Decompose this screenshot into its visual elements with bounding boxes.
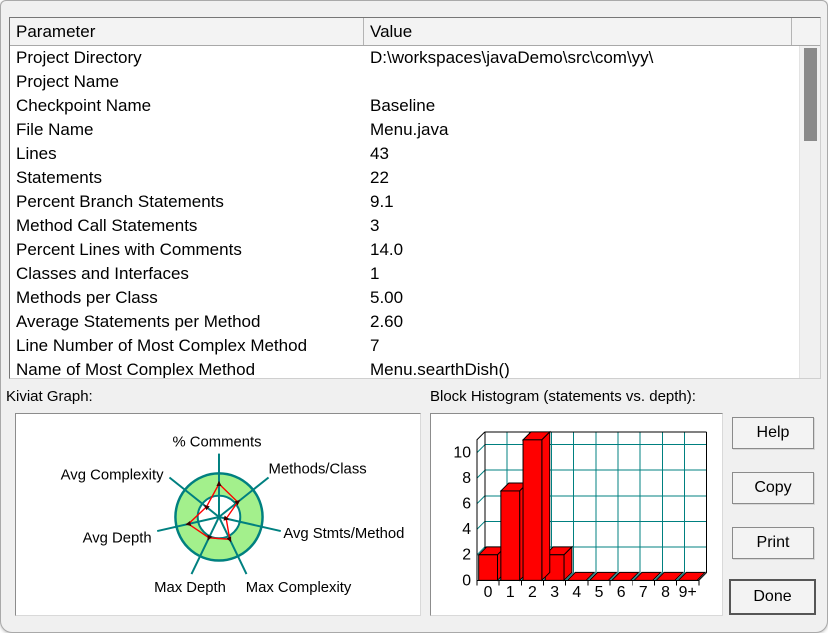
table-row[interactable]: File Name Menu.java <box>10 118 799 142</box>
table-header-row: Parameter Value <box>10 18 820 46</box>
histogram-xtick-label: 7 <box>639 584 648 601</box>
parameter-cell: Project Directory <box>16 48 142 67</box>
value-cell <box>364 70 799 94</box>
parameter-cell: Project Name <box>16 72 119 91</box>
histogram-xtick-label: 5 <box>595 584 604 601</box>
histogram-xtick-label: 3 <box>550 584 559 601</box>
histogram-ytick-label: 4 <box>462 521 471 538</box>
histogram-xtick-label: 1 <box>506 584 515 601</box>
histogram-label: Block Histogram (statements vs. depth): <box>430 388 696 405</box>
parameter-cell: Methods per Class <box>16 288 158 307</box>
column-header-filler <box>792 18 820 45</box>
histogram-panel: 0 2 4 6 8 10 0 1 2 3 4 5 6 7 8 9+ <box>430 413 723 616</box>
parameter-cell: Classes and Interfaces <box>16 264 189 283</box>
parameter-cell: Name of Most Complex Method <box>16 360 256 378</box>
value-cell: Menu.java <box>370 120 449 139</box>
table-body: Project Directory D:\workspaces\javaDemo\… <box>10 46 799 378</box>
value-cell: Menu.searthDish() <box>370 360 510 378</box>
histogram-xtick-label: 2 <box>528 584 537 601</box>
histogram-xtick-label: 8 <box>661 584 670 601</box>
table-row[interactable]: Project Name <box>10 70 799 94</box>
value-cell: 43 <box>370 144 389 163</box>
done-button[interactable]: Done <box>729 579 816 615</box>
kiviat-axis-label: Max Depth <box>154 580 226 596</box>
table-row[interactable]: Project Directory D:\workspaces\javaDemo\… <box>10 46 799 70</box>
parameter-cell: Statements <box>16 168 102 187</box>
table-row[interactable]: Lines 43 <box>10 142 799 166</box>
histogram-xtick-label: 0 <box>484 584 493 601</box>
scrollbar-thumb[interactable] <box>804 48 817 141</box>
help-button[interactable]: Help <box>732 417 814 449</box>
column-header-parameter[interactable]: Parameter <box>10 18 364 45</box>
table-row[interactable]: Methods per Class 5.00 <box>10 286 799 310</box>
copy-button[interactable]: Copy <box>732 472 814 504</box>
kiviat-axis-label: Methods/Class <box>268 461 366 477</box>
kiviat-axis-label: Avg Depth <box>83 531 152 547</box>
parameter-cell: Method Call Statements <box>16 216 198 235</box>
print-button[interactable]: Print <box>732 527 814 559</box>
kiviat-graph-panel: % Comments Methods/Class Avg Stmts/Method M… <box>15 413 421 616</box>
parameter-cell: Lines <box>16 144 57 163</box>
table-row[interactable]: Line Number of Most Complex Method 7 <box>10 334 799 358</box>
parameter-cell: Average Statements per Method <box>16 312 261 331</box>
value-cell: 14.0 <box>370 240 404 259</box>
table-row[interactable]: Classes and Interfaces 1 <box>10 262 799 286</box>
table-row[interactable]: Average Statements per Method 2.60 <box>10 310 799 334</box>
histogram-ytick-label: 8 <box>462 470 471 487</box>
kiviat-radar-chart: % Comments Methods/Class Avg Stmts/Method M… <box>61 435 405 597</box>
histogram-ytick-label: 2 <box>462 547 471 564</box>
metrics-table: Parameter Value Project Directory D:\work… <box>9 17 821 379</box>
parameter-cell: Percent Lines with Comments <box>16 240 242 259</box>
histogram-xtick-label: 6 <box>617 584 626 601</box>
parameter-cell: Checkpoint Name <box>16 96 152 115</box>
kiviat-axis-label: Avg Complexity <box>61 467 164 483</box>
table-row[interactable]: Method Call Statements 3 <box>10 214 799 238</box>
table-row[interactable]: Percent Branch Statements 9.1 <box>10 190 799 214</box>
kiviat-axis-label: Max Complexity <box>246 580 352 596</box>
value-cell: 2.60 <box>370 312 404 331</box>
kiviat-graph-label: Kiviat Graph: <box>6 388 93 405</box>
parameter-cell: File Name <box>16 120 94 139</box>
histogram-ytick-label: 0 <box>462 572 471 589</box>
value-cell: 22 <box>370 168 389 187</box>
histogram-xtick-label: 9+ <box>679 584 697 601</box>
histogram-ytick-label: 10 <box>453 445 471 462</box>
column-header-value[interactable]: Value <box>364 18 792 45</box>
vertical-scrollbar[interactable] <box>799 46 820 378</box>
value-cell: D:\workspaces\javaDemo\src\com\yy\ <box>370 48 654 67</box>
value-cell: 3 <box>370 216 380 235</box>
value-cell: 9.1 <box>370 192 394 211</box>
table-row[interactable]: Statements 22 <box>10 166 799 190</box>
parameter-cell: Line Number of Most Complex Method <box>16 336 308 355</box>
table-row[interactable]: Name of Most Complex Method Menu.searthDi… <box>10 358 799 378</box>
table-row[interactable]: Checkpoint Name Baseline <box>10 94 799 118</box>
parameter-cell: Percent Branch Statements <box>16 192 224 211</box>
value-cell: 1 <box>370 264 380 283</box>
histogram-xtick-label: 4 <box>572 584 581 601</box>
value-cell: Baseline <box>370 96 436 115</box>
table-row[interactable]: Percent Lines with Comments 14.0 <box>10 238 799 262</box>
histogram-ytick-label: 6 <box>462 496 471 513</box>
value-cell: 7 <box>370 336 380 355</box>
value-cell: 5.00 <box>370 288 404 307</box>
kiviat-axis-label: % Comments <box>172 435 261 451</box>
kiviat-axis-label: Avg Stmts/Method <box>283 526 404 542</box>
